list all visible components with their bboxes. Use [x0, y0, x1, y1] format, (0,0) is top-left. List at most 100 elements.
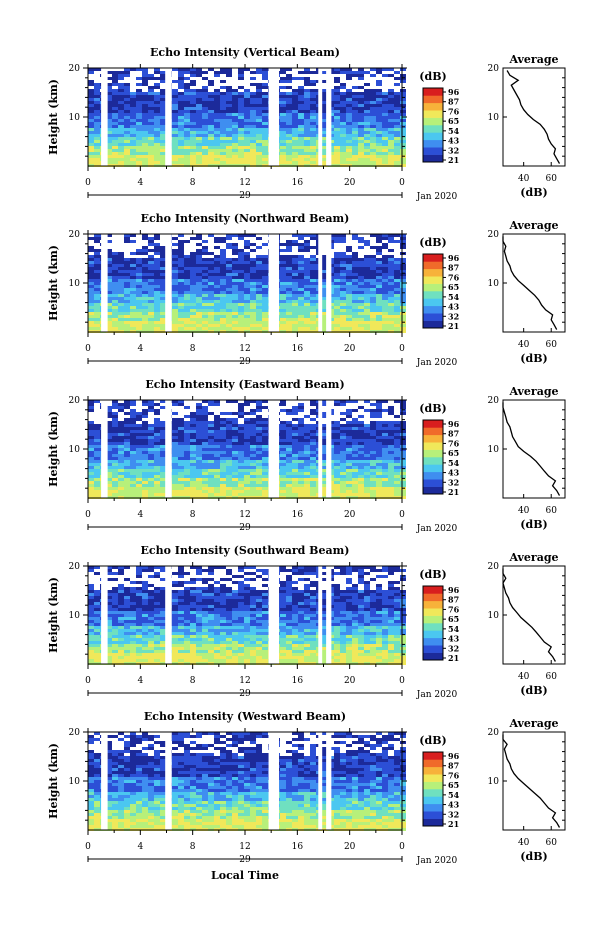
- echo-cell: [322, 400, 328, 403]
- colorbar-swatch: [423, 320, 443, 329]
- panel-title: Echo Intensity (Northward Beam): [141, 212, 350, 225]
- echo-cell: [244, 463, 250, 466]
- echo-cell: [388, 412, 394, 415]
- echo-cell: [184, 433, 190, 436]
- echo-cell: [298, 463, 304, 466]
- echo-cell: [250, 95, 256, 98]
- echo-cell: [124, 493, 130, 496]
- echo-cell: [202, 89, 208, 92]
- echo-cell: [352, 113, 358, 116]
- echo-cell: [340, 466, 346, 469]
- echo-cell: [202, 327, 208, 330]
- echo-cell: [400, 288, 406, 291]
- echo-cell: [190, 448, 196, 451]
- echo-cell: [400, 312, 406, 315]
- echo-cell: [262, 460, 268, 463]
- echo-cell: [178, 418, 184, 421]
- echo-cell: [136, 306, 142, 309]
- echo-cell: [388, 276, 394, 279]
- echo-cell: [208, 134, 214, 137]
- echo-cell: [202, 270, 208, 273]
- echo-cell: [124, 152, 130, 155]
- echo-cell: [136, 451, 142, 454]
- echo-cell: [238, 249, 244, 252]
- echo-cell: [238, 309, 244, 312]
- echo-cell: [190, 324, 196, 327]
- echo-cell: [238, 113, 244, 116]
- echo-cell: [256, 158, 262, 161]
- echo-cell: [214, 161, 220, 164]
- echo-cell: [148, 294, 154, 297]
- echo-cell: [346, 149, 352, 152]
- profile-y-tick-label: 20: [488, 230, 500, 240]
- echo-cell: [394, 146, 400, 149]
- heatmap-field: [88, 234, 406, 333]
- echo-cell: [244, 318, 250, 321]
- echo-cell: [244, 98, 250, 101]
- echo-cell: [280, 433, 286, 436]
- echo-cell: [400, 469, 406, 472]
- echo-cell: [208, 490, 214, 493]
- echo-cell: [172, 303, 178, 306]
- echo-cell: [376, 318, 382, 321]
- echo-cell: [304, 427, 310, 430]
- echo-cell: [130, 149, 136, 152]
- echo-cell: [304, 125, 310, 128]
- echo-cell: [250, 324, 256, 327]
- echo-cell: [118, 92, 124, 95]
- echo-cell: [346, 321, 352, 324]
- echo-cell: [148, 457, 154, 460]
- echo-cell: [214, 490, 220, 493]
- echo-cell: [232, 472, 238, 475]
- echo-cell: [262, 484, 268, 487]
- echo-cell: [382, 158, 388, 161]
- echo-cell: [280, 445, 286, 448]
- echo-cell: [244, 149, 250, 152]
- echo-cell: [256, 68, 262, 71]
- echo-cell: [124, 403, 130, 406]
- echo-cell: [388, 119, 394, 122]
- echo-cell: [334, 237, 340, 240]
- echo-cell: [340, 294, 346, 297]
- echo-cell: [304, 95, 310, 98]
- echo-cell: [256, 267, 262, 270]
- echo-cell: [142, 101, 148, 104]
- echo-cell: [310, 463, 316, 466]
- echo-cell: [340, 140, 346, 143]
- echo-cell: [220, 412, 226, 415]
- echo-cell: [334, 92, 340, 95]
- echo-cell: [184, 161, 190, 164]
- echo-cell: [208, 158, 214, 161]
- echo-cell: [148, 155, 154, 158]
- echo-cell: [196, 460, 202, 463]
- echo-cell: [376, 288, 382, 291]
- echo-cell: [382, 101, 388, 104]
- echo-cell: [88, 131, 94, 134]
- echo-cell: [364, 297, 370, 300]
- echo-cell: [376, 409, 382, 412]
- echo-cell: [154, 95, 160, 98]
- echo-cell: [400, 261, 406, 264]
- echo-cell: [94, 460, 100, 463]
- echo-cell: [256, 460, 262, 463]
- echo-cell: [112, 439, 118, 442]
- echo-cell: [382, 321, 388, 324]
- echo-cell: [334, 128, 340, 131]
- echo-cell: [400, 496, 406, 499]
- echo-cell: [142, 309, 148, 312]
- echo-cell: [262, 439, 268, 442]
- echo-cell: [232, 270, 238, 273]
- echo-cell: [394, 270, 400, 273]
- echo-cell: [118, 297, 124, 300]
- echo-cell: [358, 152, 364, 155]
- echo-cell: [400, 309, 406, 312]
- echo-cell: [154, 469, 160, 472]
- echo-cell: [226, 484, 232, 487]
- echo-cell: [292, 412, 298, 415]
- echo-cell: [184, 137, 190, 140]
- echo-cell: [352, 237, 358, 240]
- echo-cell: [94, 158, 100, 161]
- echo-cell: [154, 472, 160, 475]
- echo-cell: [370, 442, 376, 445]
- echo-cell: [334, 303, 340, 306]
